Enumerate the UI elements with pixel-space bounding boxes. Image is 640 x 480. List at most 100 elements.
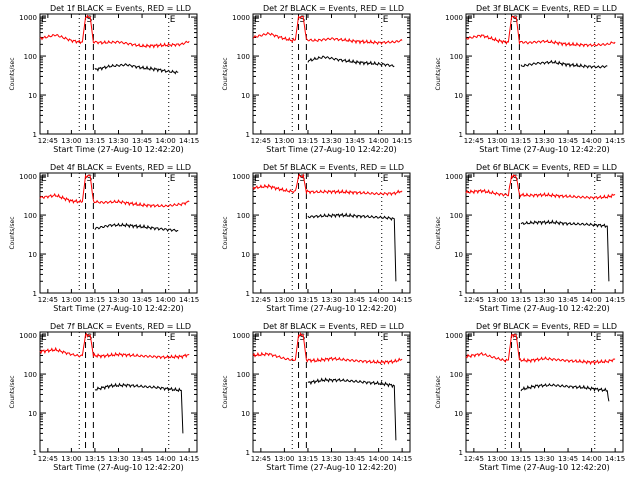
series-line-lld <box>252 15 403 46</box>
series-line-events <box>94 63 179 75</box>
x-tick-label: 13:45 <box>558 296 578 304</box>
y-tick-label: 100 <box>24 371 37 379</box>
marker-label: E <box>170 174 176 184</box>
x-tick-label: 13:15 <box>511 455 531 463</box>
x-tick-label: 13:30 <box>108 455 128 463</box>
x-axis-label: Start Time (27-Aug-10 12:42:20) <box>53 145 184 154</box>
x-tick-label: 14:00 <box>582 455 602 463</box>
y-tick-label: 1 <box>246 449 250 457</box>
x-tick-label: 13:15 <box>85 455 105 463</box>
marker-label: E <box>254 333 260 343</box>
series-line-lld <box>465 15 616 48</box>
chart-title: Det 7f BLACK = Events, RED = LLD <box>50 322 191 331</box>
x-tick-label: 13:45 <box>132 455 152 463</box>
chart-title: Det 4f BLACK = Events, RED = LLD <box>50 163 191 172</box>
marker-label: E <box>41 174 47 184</box>
y-tick-label: 100 <box>24 53 37 61</box>
x-tick-label: 14:15 <box>605 296 625 304</box>
marker-label: S <box>87 333 93 343</box>
y-tick-label: 100 <box>237 371 250 379</box>
plot-frame <box>252 172 411 294</box>
x-tick-label: 13:15 <box>85 296 105 304</box>
y-tick-label: 10 <box>28 92 37 100</box>
marker-label: S <box>300 15 306 25</box>
x-axis-label: Start Time (27-Aug-10 12:42:20) <box>266 463 397 472</box>
x-tick-label: 13:30 <box>321 137 341 145</box>
x-tick-label: 13:15 <box>298 296 318 304</box>
marker-label: S <box>300 174 306 184</box>
y-tick-label: 1 <box>33 131 37 139</box>
plot-frame <box>465 172 624 294</box>
y-tick-label: 1 <box>246 290 250 298</box>
x-axis-label: Start Time (27-Aug-10 12:42:20) <box>479 304 610 313</box>
x-tick-label: 13:45 <box>132 296 152 304</box>
x-tick-label: 13:30 <box>534 455 554 463</box>
y-tick-label: 10 <box>454 92 463 100</box>
plot-frame <box>252 331 411 453</box>
x-tick-label: 13:45 <box>558 137 578 145</box>
marker-label: E <box>383 15 389 25</box>
y-tick-label: 1 <box>246 131 250 139</box>
x-tick-label: 13:00 <box>61 296 81 304</box>
x-tick-label: 13:30 <box>108 137 128 145</box>
x-tick-label: 14:00 <box>369 455 389 463</box>
series-line-events <box>520 382 610 402</box>
marker-label: E <box>254 174 260 184</box>
plot-frame <box>465 331 624 453</box>
y-tick-label: 1000 <box>19 332 37 340</box>
marker-label: E <box>596 174 602 184</box>
marker-label: E <box>41 333 47 343</box>
y-tick-label: 100 <box>450 53 463 61</box>
x-tick-label: 13:00 <box>61 455 81 463</box>
y-tick-label: 1000 <box>445 332 463 340</box>
series-line-events <box>520 59 608 69</box>
marker-label: S <box>300 333 306 343</box>
x-tick-label: 14:00 <box>369 137 389 145</box>
y-tick-label: 1000 <box>232 14 250 22</box>
series-line-events <box>94 382 184 434</box>
x-axis-label: Start Time (27-Aug-10 12:42:20) <box>479 463 610 472</box>
y-tick-label: 1 <box>459 449 463 457</box>
series-line-events <box>307 55 395 68</box>
x-tick-label: 14:00 <box>369 296 389 304</box>
series-line-lld <box>252 173 403 197</box>
y-tick-label: 10 <box>241 92 250 100</box>
plot-frame <box>465 13 624 135</box>
x-axis-label: Start Time (27-Aug-10 12:42:20) <box>266 304 397 313</box>
marker-label: S <box>87 15 93 25</box>
series-line-events <box>307 212 397 282</box>
chart-title: Det 9f BLACK = Events, RED = LLD <box>476 322 617 331</box>
x-tick-label: 14:15 <box>179 296 199 304</box>
x-tick-label: 14:00 <box>156 296 176 304</box>
x-tick-label: 14:15 <box>179 455 199 463</box>
x-tick-label: 13:15 <box>298 137 318 145</box>
y-tick-label: 10 <box>454 251 463 259</box>
x-tick-label: 13:45 <box>345 455 365 463</box>
x-tick-label: 14:15 <box>605 137 625 145</box>
x-tick-label: 13:30 <box>108 296 128 304</box>
y-tick-label: 1 <box>33 290 37 298</box>
y-tick-label: 100 <box>24 212 37 220</box>
marker-label: S <box>513 174 519 184</box>
x-tick-label: 12:45 <box>464 455 484 463</box>
marker-label: E <box>467 333 473 343</box>
series-line-lld <box>39 14 190 49</box>
marker-label: E <box>170 333 176 343</box>
x-tick-label: 14:15 <box>605 455 625 463</box>
x-tick-label: 13:15 <box>298 455 318 463</box>
chart-title: Det 3f BLACK = Events, RED = LLD <box>476 4 617 13</box>
series-line-events <box>94 222 179 233</box>
x-tick-label: 12:45 <box>38 296 58 304</box>
y-axis-label: Counts/sec <box>222 375 229 408</box>
x-tick-label: 13:00 <box>274 455 294 463</box>
y-axis-label: Counts/sec <box>435 375 442 408</box>
y-tick-label: 10 <box>241 251 250 259</box>
marker-label: E <box>467 15 473 25</box>
series-line-lld <box>465 333 616 366</box>
